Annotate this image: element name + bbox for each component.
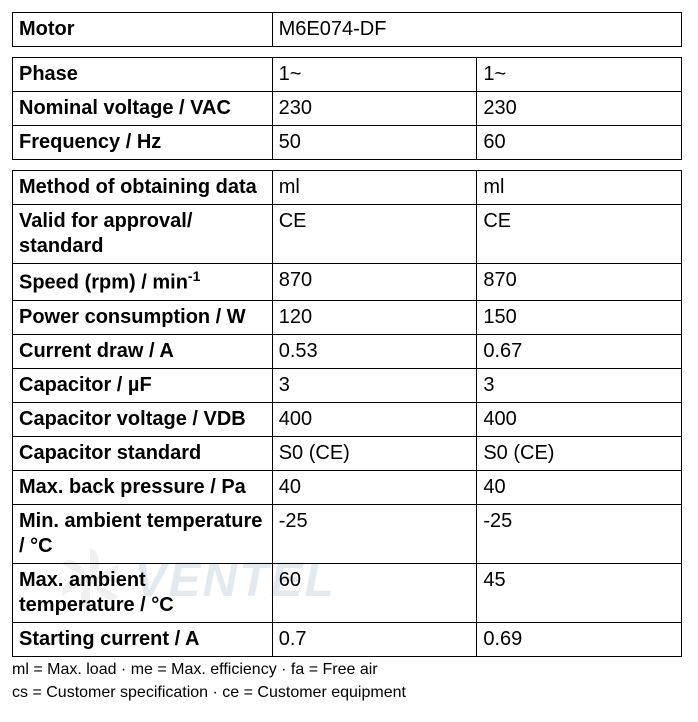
- row-value-1: CE: [272, 205, 477, 264]
- row-label: Min. ambient temperature / °C: [13, 504, 273, 563]
- row-value-1: 50: [272, 126, 477, 160]
- table-row: Speed (rpm) / min-1870870: [13, 264, 682, 301]
- data-table: Method of obtaining datamlmlValid for ap…: [12, 170, 682, 657]
- motor-label: Motor: [13, 13, 273, 47]
- row-value-2: S0 (CE): [477, 436, 682, 470]
- row-value-2: 3: [477, 368, 682, 402]
- row-value-1: 40: [272, 470, 477, 504]
- row-value-1: 870: [272, 264, 477, 301]
- table-row: Capacitor standardS0 (CE)S0 (CE): [13, 436, 682, 470]
- table-row: Method of obtaining datamlml: [13, 171, 682, 205]
- table-row: Valid for approval/ standardCECE: [13, 205, 682, 264]
- table-row: Max. back pressure / Pa4040: [13, 470, 682, 504]
- row-value-1: ml: [272, 171, 477, 205]
- row-value-1: 0.53: [272, 334, 477, 368]
- row-value-2: 1~: [477, 58, 682, 92]
- row-value-2: 60: [477, 126, 682, 160]
- table-row: Power consumption / W120150: [13, 300, 682, 334]
- row-value-1: 0.7: [272, 622, 477, 656]
- row-value-2: CE: [477, 205, 682, 264]
- row-label: Current draw / A: [13, 334, 273, 368]
- row-label: Phase: [13, 58, 273, 92]
- row-label: Capacitor standard: [13, 436, 273, 470]
- table-row: Capacitor voltage / VDB400400: [13, 402, 682, 436]
- row-value-1: 120: [272, 300, 477, 334]
- row-label: Max. back pressure / Pa: [13, 470, 273, 504]
- row-label: Power consumption / W: [13, 300, 273, 334]
- row-value-1: 230: [272, 92, 477, 126]
- row-label: Valid for approval/ standard: [13, 205, 273, 264]
- row-label: Nominal voltage / VAC: [13, 92, 273, 126]
- row-value-2: ml: [477, 171, 682, 205]
- footnote-line2: cs = Customer specification · ce = Custo…: [12, 683, 686, 704]
- motor-table: Motor M6E074-DF: [12, 12, 682, 47]
- row-value-1: 3: [272, 368, 477, 402]
- row-value-2: 40: [477, 470, 682, 504]
- row-value-1: 400: [272, 402, 477, 436]
- row-value-1: 60: [272, 563, 477, 622]
- row-value-1: S0 (CE): [272, 436, 477, 470]
- table-row: Starting current / A0.70.69: [13, 622, 682, 656]
- row-value-2: 230: [477, 92, 682, 126]
- row-value-2: 150: [477, 300, 682, 334]
- table-row: Current draw / A0.530.67: [13, 334, 682, 368]
- row-label: Starting current / A: [13, 622, 273, 656]
- row-value-2: -25: [477, 504, 682, 563]
- row-value-2: 870: [477, 264, 682, 301]
- motor-value: M6E074-DF: [272, 13, 681, 47]
- row-value-1: 1~: [272, 58, 477, 92]
- row-label: Max. ambient temperature / °C: [13, 563, 273, 622]
- row-label: Method of obtaining data: [13, 171, 273, 205]
- phase-table: Phase1~1~Nominal voltage / VAC230230Freq…: [12, 57, 682, 160]
- table-row: Motor M6E074-DF: [13, 13, 682, 47]
- table-row: Min. ambient temperature / °C-25-25: [13, 504, 682, 563]
- table-row: Max. ambient temperature / °C6045: [13, 563, 682, 622]
- row-label: Capacitor voltage / VDB: [13, 402, 273, 436]
- row-value-2: 0.69: [477, 622, 682, 656]
- table-row: Capacitor / µF33: [13, 368, 682, 402]
- row-value-2: 400: [477, 402, 682, 436]
- row-value-2: 0.67: [477, 334, 682, 368]
- row-label: Capacitor / µF: [13, 368, 273, 402]
- table-row: Phase1~1~: [13, 58, 682, 92]
- row-value-2: 45: [477, 563, 682, 622]
- footnote-line1: ml = Max. load · me = Max. efficiency · …: [12, 660, 686, 681]
- table-row: Frequency / Hz5060: [13, 126, 682, 160]
- row-value-1: -25: [272, 504, 477, 563]
- row-label: Speed (rpm) / min-1: [13, 264, 273, 301]
- row-label: Frequency / Hz: [13, 126, 273, 160]
- table-row: Nominal voltage / VAC230230: [13, 92, 682, 126]
